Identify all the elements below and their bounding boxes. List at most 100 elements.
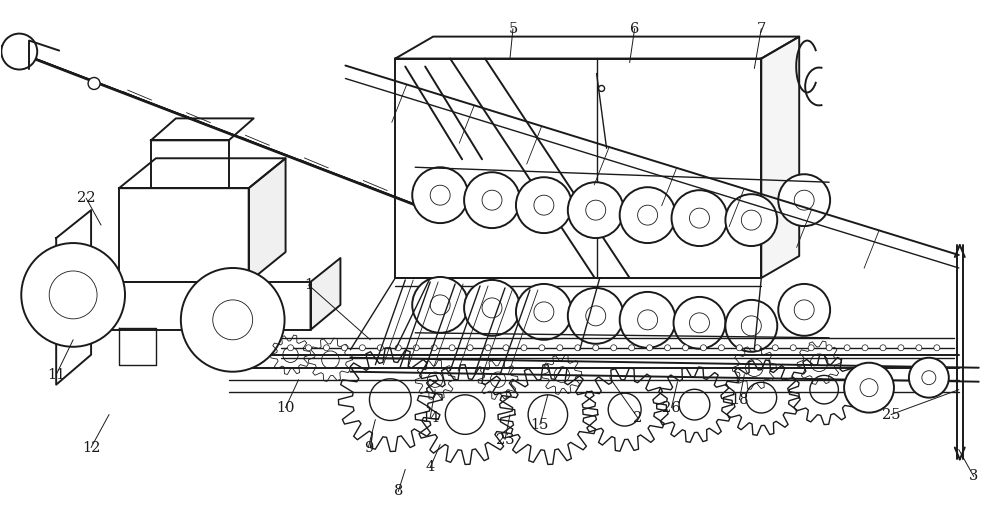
Circle shape (21, 243, 125, 347)
Polygon shape (119, 328, 156, 365)
Text: 22: 22 (77, 191, 95, 205)
Circle shape (778, 284, 830, 336)
Circle shape (611, 345, 617, 351)
Circle shape (431, 345, 437, 351)
Text: 10: 10 (276, 401, 295, 414)
Circle shape (860, 379, 878, 397)
Circle shape (898, 345, 904, 351)
Polygon shape (91, 282, 311, 330)
Polygon shape (119, 188, 249, 282)
Circle shape (790, 345, 796, 351)
Circle shape (539, 345, 545, 351)
Text: 26: 26 (662, 401, 681, 414)
Circle shape (467, 345, 473, 351)
Circle shape (430, 295, 450, 315)
Polygon shape (789, 355, 859, 424)
Circle shape (862, 345, 868, 351)
Circle shape (521, 345, 527, 351)
Circle shape (359, 345, 365, 351)
Polygon shape (415, 365, 515, 464)
Polygon shape (723, 360, 799, 435)
Circle shape (922, 370, 936, 385)
Polygon shape (657, 367, 732, 442)
Text: 25: 25 (882, 408, 900, 422)
Text: 11: 11 (47, 368, 65, 381)
Circle shape (754, 345, 760, 351)
Circle shape (557, 345, 563, 351)
Polygon shape (151, 140, 229, 188)
Circle shape (430, 185, 450, 205)
Circle shape (503, 345, 509, 351)
Circle shape (534, 195, 554, 215)
Polygon shape (542, 355, 582, 395)
Circle shape (638, 205, 658, 225)
Polygon shape (151, 118, 254, 140)
Circle shape (575, 345, 581, 351)
Circle shape (736, 345, 742, 351)
Text: 15: 15 (531, 418, 549, 432)
Text: 4: 4 (426, 461, 435, 474)
Text: 6: 6 (630, 21, 639, 36)
Circle shape (844, 363, 894, 412)
Circle shape (599, 85, 605, 92)
Circle shape (808, 345, 814, 351)
Circle shape (683, 345, 688, 351)
Circle shape (689, 313, 709, 333)
Polygon shape (395, 59, 761, 278)
Polygon shape (583, 368, 667, 451)
Circle shape (341, 345, 347, 351)
Circle shape (288, 345, 294, 351)
Circle shape (741, 316, 761, 336)
Circle shape (647, 345, 653, 351)
Circle shape (181, 268, 285, 372)
Polygon shape (309, 338, 352, 381)
Text: 23: 23 (496, 432, 514, 446)
Circle shape (689, 208, 709, 228)
Polygon shape (119, 158, 286, 188)
Circle shape (741, 210, 761, 230)
Polygon shape (415, 360, 455, 399)
Text: 12: 12 (82, 441, 100, 454)
Circle shape (306, 345, 312, 351)
Text: 14: 14 (421, 411, 439, 424)
Text: 2: 2 (633, 411, 642, 424)
Circle shape (778, 174, 830, 226)
Circle shape (844, 345, 850, 351)
Circle shape (49, 271, 97, 319)
Circle shape (700, 345, 706, 351)
Text: 7: 7 (757, 21, 766, 36)
Text: 18: 18 (730, 392, 749, 407)
Circle shape (586, 306, 606, 326)
Circle shape (516, 284, 572, 340)
Circle shape (586, 200, 606, 220)
Circle shape (464, 172, 520, 228)
Polygon shape (249, 158, 286, 282)
Circle shape (794, 300, 814, 320)
Text: 9: 9 (364, 441, 373, 454)
Circle shape (794, 190, 814, 210)
Circle shape (620, 292, 676, 348)
Polygon shape (478, 360, 518, 399)
Circle shape (665, 345, 671, 351)
Text: 8: 8 (394, 484, 403, 498)
Circle shape (718, 345, 724, 351)
Polygon shape (271, 335, 311, 375)
Circle shape (674, 297, 725, 349)
Polygon shape (761, 37, 799, 278)
Text: 5: 5 (508, 21, 518, 36)
Circle shape (934, 345, 940, 351)
Circle shape (449, 345, 455, 351)
Polygon shape (395, 37, 799, 59)
Circle shape (638, 310, 658, 330)
Circle shape (88, 78, 100, 90)
Polygon shape (338, 348, 442, 452)
Circle shape (1, 34, 37, 70)
Circle shape (593, 345, 599, 351)
Circle shape (412, 167, 468, 223)
Polygon shape (797, 341, 841, 385)
Circle shape (568, 288, 624, 344)
Circle shape (772, 345, 778, 351)
Circle shape (672, 190, 727, 246)
Circle shape (516, 177, 572, 233)
Polygon shape (56, 210, 91, 385)
